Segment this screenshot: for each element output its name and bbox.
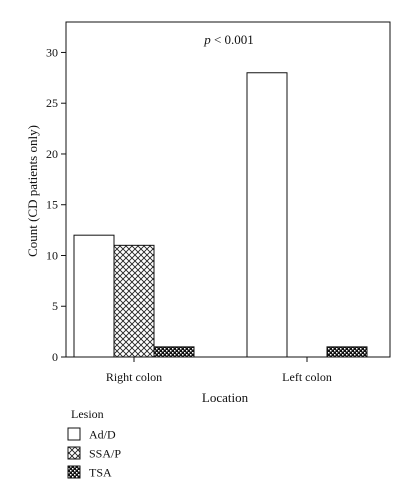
legend-label: SSA/P (89, 447, 121, 461)
legend-title: Lesion (71, 407, 104, 421)
y-axis-ticks: 0 5 10 15 20 25 30 (46, 45, 66, 364)
y-tick-label: 0 (52, 350, 58, 364)
y-tick-label: 5 (52, 299, 58, 313)
legend: Lesion Ad/D SSA/P TSA (67, 407, 121, 480)
plot-area (65, 21, 391, 358)
y-tick-label: 25 (46, 96, 58, 110)
y-tick-label: 10 (46, 248, 58, 262)
legend-label: Ad/D (89, 428, 116, 442)
plot-frame (65, 21, 391, 358)
y-tick-label: 30 (46, 45, 58, 59)
y-axis-title: Count (CD patients only) (25, 125, 40, 257)
legend-swatch-ad-d (67, 427, 81, 441)
bar-ssa-p-right-colon (113, 244, 155, 358)
p-value-annotation: p < 0.001 (203, 32, 254, 47)
bar-ad-d-left-colon (246, 72, 288, 358)
legend-swatch-ssa-p (67, 446, 81, 460)
x-tick-label: Left colon (282, 370, 332, 384)
legend-label: TSA (89, 466, 112, 480)
x-axis-title: Location (202, 390, 249, 405)
x-axis-ticks: Right colon Left colon (106, 357, 332, 384)
p-value-symbol: p (203, 32, 211, 47)
legend-swatch-tsa (67, 465, 81, 479)
bar-tsa-left-colon (326, 346, 368, 358)
bars (73, 72, 368, 358)
y-tick-label: 20 (46, 147, 58, 161)
x-tick-label: Right colon (106, 370, 162, 384)
y-tick-label: 15 (46, 198, 58, 212)
p-value-text: < 0.001 (211, 32, 254, 47)
bar-ad-d-right-colon (73, 234, 115, 358)
bar-tsa-right-colon (153, 346, 195, 358)
